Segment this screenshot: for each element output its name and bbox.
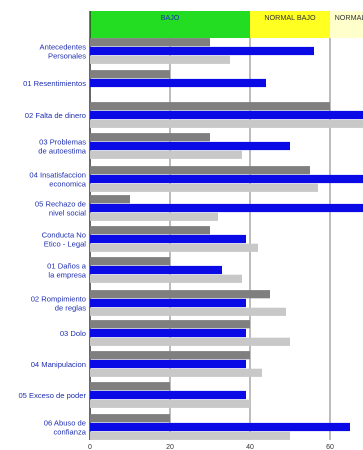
bar-9-0 (90, 320, 250, 329)
category-label-3: de autoestima (38, 147, 86, 156)
x-tick-label-1: 20 (166, 444, 174, 450)
x-tick-label-2: 40 (246, 444, 254, 450)
bar-6-2 (90, 243, 258, 252)
bar-6-0 (90, 226, 210, 235)
bar-4-1 (90, 174, 363, 184)
bar-3-2 (90, 150, 242, 159)
bar-9-2 (90, 337, 290, 346)
bar-0-1 (90, 46, 314, 56)
bar-4-2 (90, 183, 318, 192)
band-label-0: BAJO (161, 13, 180, 22)
category-label-12: confianza (53, 428, 86, 437)
band-label-1: NORMAL BAJO (264, 13, 316, 22)
bar-12-1 (90, 422, 350, 432)
category-label-5: 05 Rechazo de (35, 200, 86, 209)
category-label-10: 04 Manipulacion (31, 360, 86, 369)
band-0 (90, 11, 250, 38)
bar-11-0 (90, 382, 170, 391)
bar-10-0 (90, 351, 250, 360)
bar-11-1 (90, 390, 246, 400)
x-tick-label-3: 60 (326, 444, 334, 450)
category-label-9: 03 Dolo (60, 329, 86, 338)
bar-8-2 (90, 307, 286, 316)
bar-5-2 (90, 212, 218, 221)
bar-7-0 (90, 257, 170, 266)
bar-7-2 (90, 274, 242, 283)
bar-5-1 (90, 203, 363, 213)
bar-3-0 (90, 133, 210, 142)
category-label-0: Personales (48, 52, 86, 61)
bar-0-0 (90, 38, 210, 47)
x-tick-label-0: 0 (88, 444, 92, 450)
band-1 (250, 11, 330, 38)
category-label-4: 04 Insatisfaccion (29, 171, 86, 180)
bar-6-1 (90, 234, 246, 244)
bar-0-2 (90, 55, 230, 64)
category-label-1: 01 Resentimientos (23, 79, 86, 88)
category-label-8: de reglas (55, 304, 86, 313)
category-label-8: 02 Rompimiento (31, 295, 86, 304)
bar-7-1 (90, 265, 222, 275)
category-label-0: Antecedentes (40, 43, 87, 52)
bar-8-0 (90, 290, 270, 299)
bar-12-0 (90, 414, 170, 423)
bar-9-1 (90, 328, 246, 338)
category-label-6: Conducta No (42, 231, 86, 240)
bar-2-1 (90, 110, 363, 120)
category-label-11: 05 Exceso de poder (18, 391, 86, 400)
bar-11-2 (90, 399, 250, 408)
bar-3-1 (90, 141, 290, 151)
category-label-7: la empresa (48, 271, 86, 280)
bar-10-1 (90, 359, 246, 369)
category-label-3: 03 Problemas (39, 138, 86, 147)
bar-12-2 (90, 431, 290, 440)
category-label-7: 01 Daños a (47, 262, 87, 271)
bar-1-1 (90, 78, 266, 88)
bar-5-0 (90, 195, 130, 204)
bar-10-2 (90, 368, 262, 377)
category-label-12: 06 Abuso de (44, 419, 86, 428)
band-2 (330, 11, 363, 38)
category-label-2: 02 Falta de dinero (25, 111, 86, 120)
bar-1-0 (90, 70, 170, 79)
bar-4-0 (90, 166, 310, 175)
bar-2-0 (90, 102, 330, 111)
bar-8-1 (90, 298, 246, 308)
category-label-5: nivel social (49, 209, 86, 218)
bar-2-2 (90, 119, 363, 128)
category-label-4: economica (49, 180, 86, 189)
band-label-2: NORMAL (335, 13, 363, 22)
category-label-6: Etico - Legal (44, 240, 87, 249)
